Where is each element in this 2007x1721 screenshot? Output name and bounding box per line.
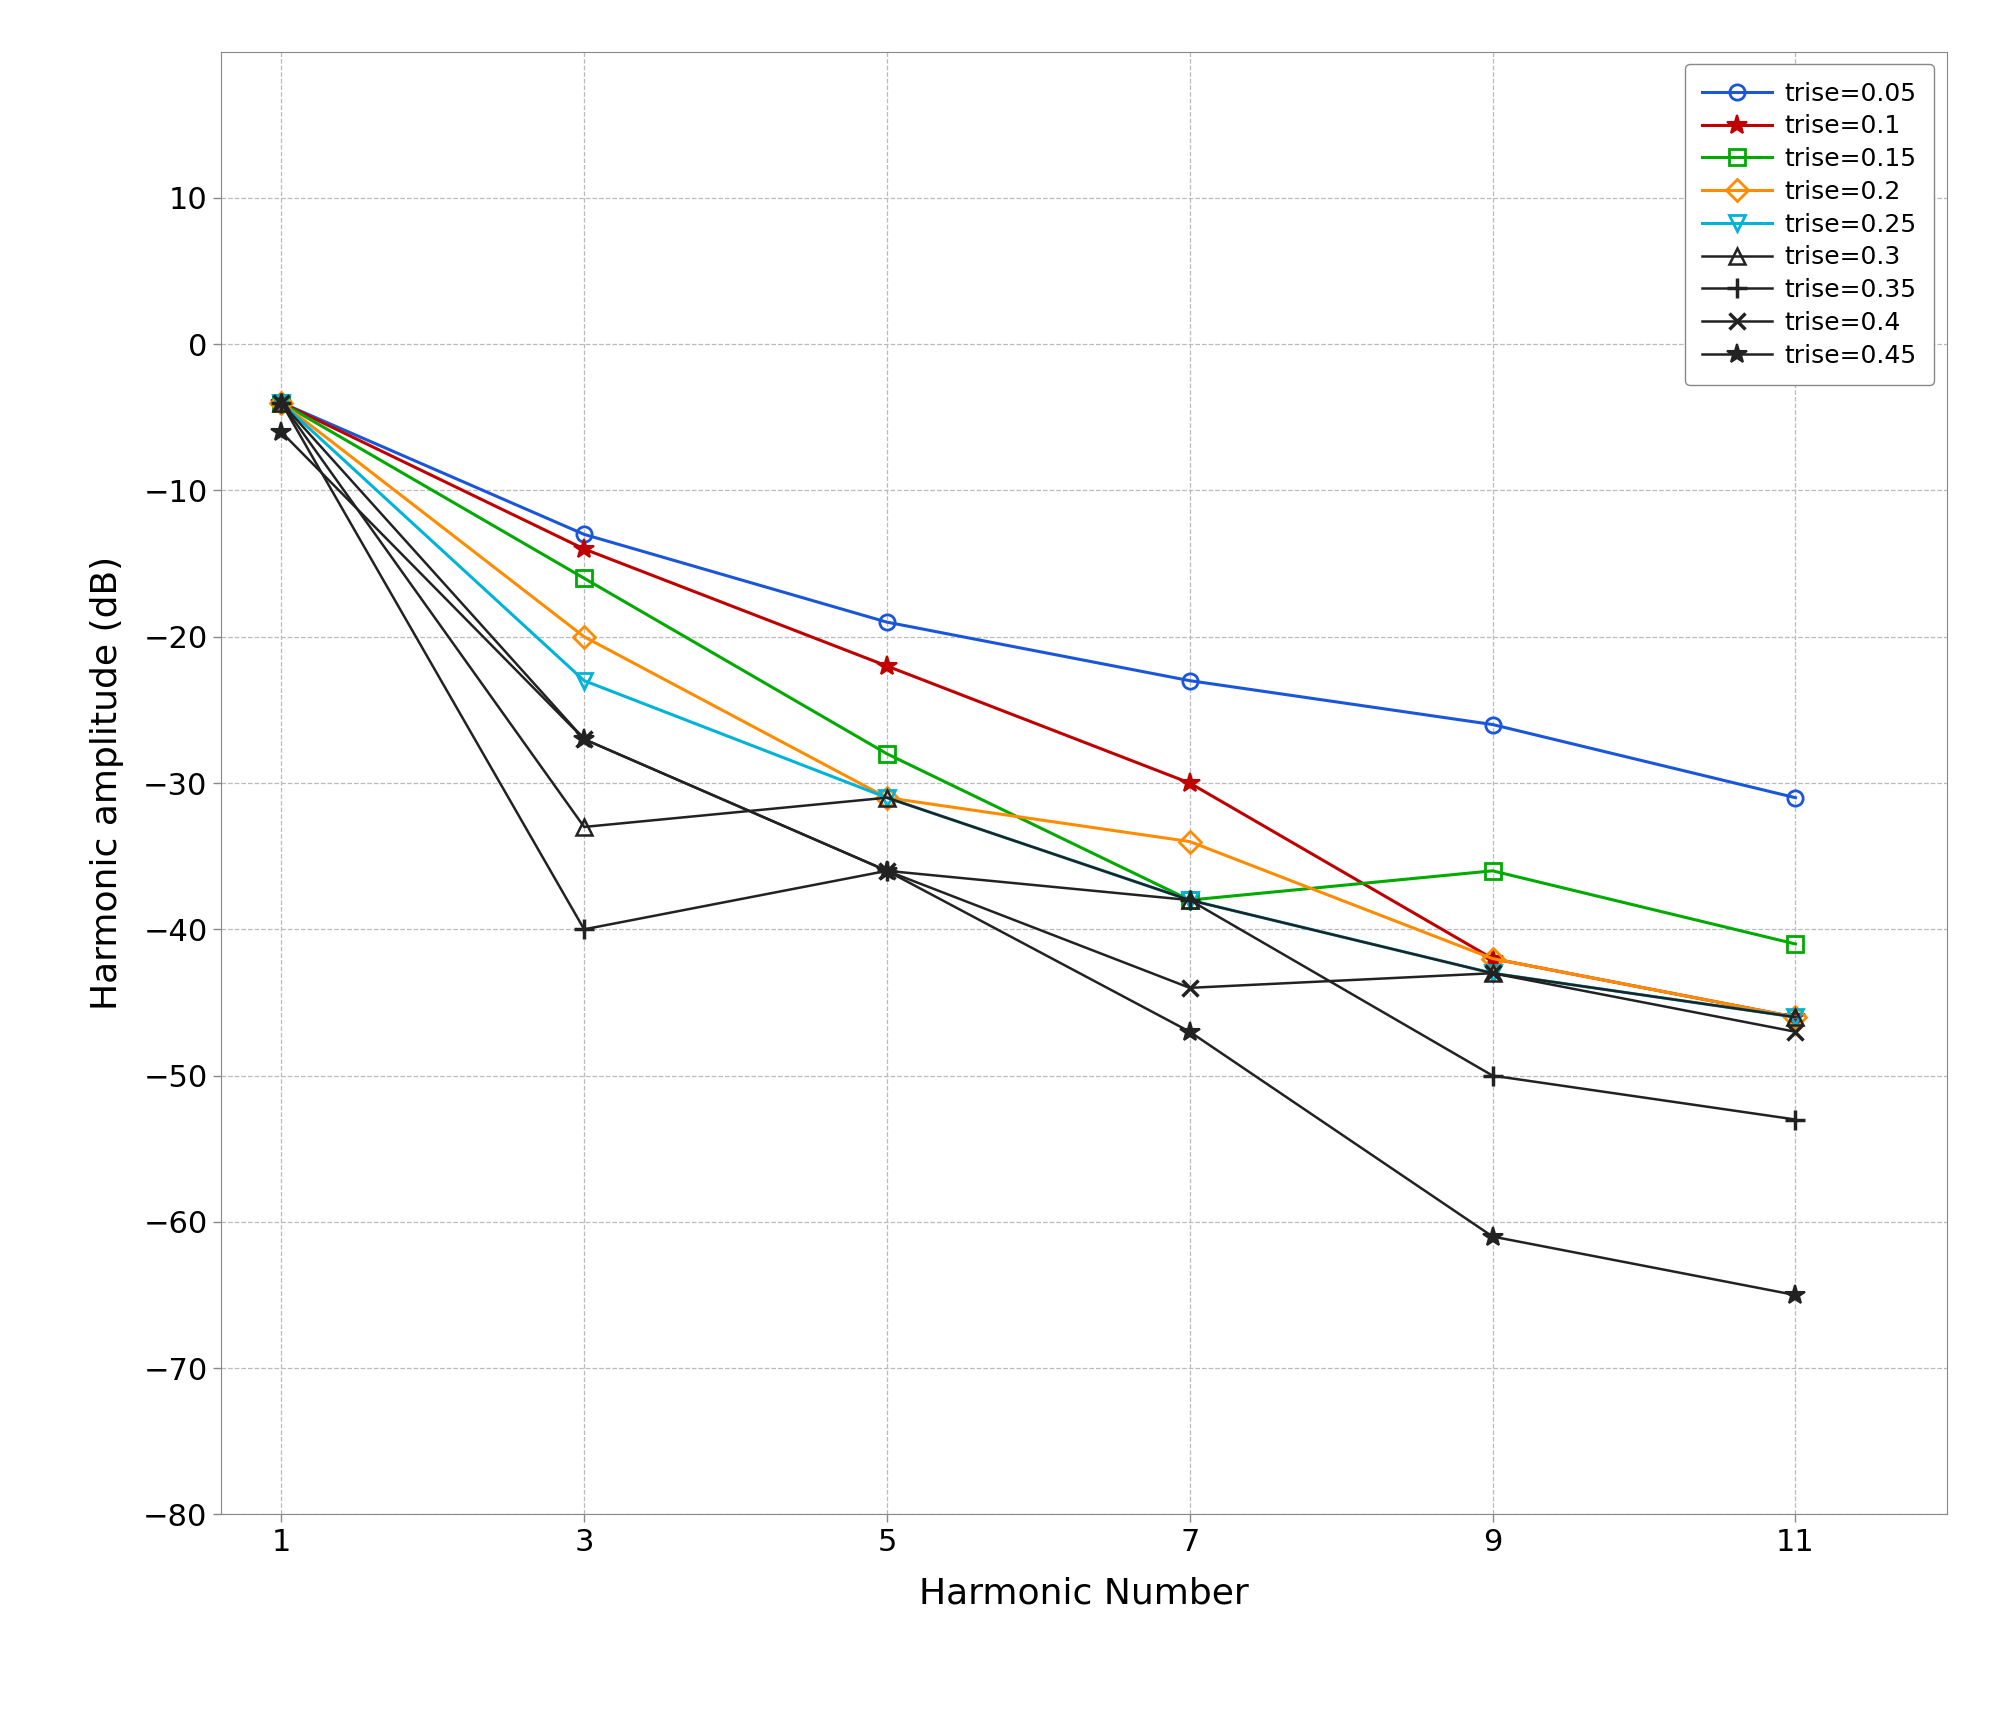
trise=0.4 [875,860,899,881]
trise=0.25 [269,392,293,413]
trise=0.25 [572,671,596,692]
trise=0.45 [269,422,293,442]
trise=0.25 [1784,1007,1808,1027]
trise=0.15 [1178,890,1202,910]
trise=0.15 [1481,860,1505,881]
Line: trise=0.35: trise=0.35 [271,392,1804,1129]
trise=0.3 [1481,964,1505,984]
Line: trise=0.3: trise=0.3 [273,396,1802,1024]
trise=0.3 [1784,1007,1808,1027]
trise=0.1 [572,539,596,559]
trise=0.05 [269,392,293,413]
X-axis label: Harmonic Number: Harmonic Number [919,1576,1248,1611]
Line: trise=0.05: trise=0.05 [273,396,1802,805]
trise=0.25 [1178,890,1202,910]
Legend: trise=0.05, trise=0.1, trise=0.15, trise=0.2, trise=0.25, trise=0.3, trise=0.35,: trise=0.05, trise=0.1, trise=0.15, trise… [1684,64,1935,386]
Line: trise=0.1: trise=0.1 [271,392,1806,1027]
trise=0.35 [572,919,596,940]
trise=0.2 [1481,948,1505,969]
trise=0.3 [1178,890,1202,910]
trise=0.35 [1178,890,1202,910]
trise=0.1 [875,656,899,676]
trise=0.05 [572,523,596,544]
trise=0.2 [1784,1007,1808,1027]
trise=0.1 [1178,773,1202,793]
Line: trise=0.2: trise=0.2 [273,396,1802,1024]
trise=0.05 [1784,788,1808,809]
trise=0.45 [1481,1225,1505,1246]
trise=0.15 [1784,933,1808,953]
Line: trise=0.45: trise=0.45 [271,422,1806,1306]
trise=0.05 [1481,714,1505,735]
trise=0.35 [875,860,899,881]
Y-axis label: Harmonic amplitude (dB): Harmonic amplitude (dB) [90,556,124,1010]
trise=0.4 [1784,1022,1808,1043]
trise=0.4 [1178,978,1202,998]
Line: trise=0.4: trise=0.4 [273,394,1804,1039]
trise=0.35 [1481,1065,1505,1086]
trise=0.4 [269,392,293,413]
trise=0.15 [269,392,293,413]
trise=0.2 [269,392,293,413]
trise=0.2 [875,788,899,809]
trise=0.05 [1178,671,1202,692]
trise=0.45 [875,860,899,881]
trise=0.35 [1784,1110,1808,1131]
trise=0.45 [572,730,596,750]
trise=0.4 [1481,964,1505,984]
trise=0.25 [875,788,899,809]
trise=0.45 [1178,1022,1202,1043]
trise=0.4 [572,730,596,750]
Line: trise=0.15: trise=0.15 [273,396,1802,952]
trise=0.1 [1481,948,1505,969]
trise=0.25 [1481,964,1505,984]
trise=0.45 [1784,1284,1808,1305]
trise=0.2 [1178,831,1202,852]
trise=0.15 [875,743,899,764]
trise=0.3 [875,788,899,809]
trise=0.1 [269,392,293,413]
Line: trise=0.25: trise=0.25 [273,394,1804,1026]
trise=0.2 [572,626,596,647]
trise=0.35 [269,392,293,413]
trise=0.15 [572,568,596,589]
trise=0.3 [572,816,596,836]
trise=0.3 [269,392,293,413]
trise=0.1 [1784,1007,1808,1027]
trise=0.05 [875,613,899,633]
